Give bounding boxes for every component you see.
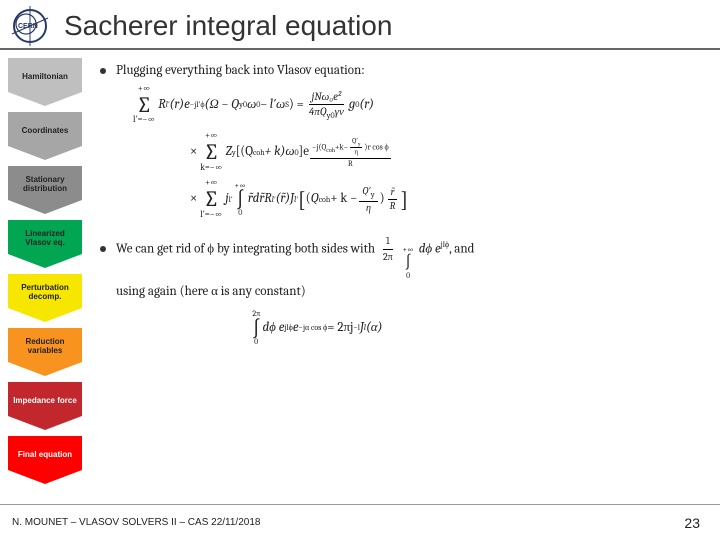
sidebar-step-0: Hamiltonian: [8, 58, 82, 106]
page-number: 23: [684, 515, 700, 531]
sidebar-step-1: Coordinates: [8, 112, 82, 160]
bullet-1-text: Plugging everything back into Vlasov equ…: [116, 63, 365, 78]
sidebar-step-label: Impedance force: [9, 395, 81, 418]
sidebar-step-7: Final equation: [8, 436, 82, 484]
sidebar-step-label: Linearized Vlasov eq.: [8, 228, 82, 260]
slide-header: CERN Sacherer integral equation: [0, 0, 720, 50]
footer-text: N. MOUNET – VLASOV SOLVERS II – CAS 22/1…: [12, 517, 260, 528]
bullet-dot: [100, 246, 106, 252]
sidebar: Hamiltonian Coordinates Stationary distr…: [0, 50, 90, 502]
bullet-dot: [100, 68, 106, 74]
sidebar-step-5: Reduction variables: [8, 328, 82, 376]
bullet-1: Plugging everything back into Vlasov equ…: [100, 62, 710, 78]
paragraph-2: We can get rid of ϕ by integrating both …: [100, 234, 710, 302]
footer: N. MOUNET – VLASOV SOLVERS II – CAS 22/1…: [0, 504, 720, 540]
equation-4: 2π ∫ 0 dϕ ejlϕ e−jα cos ϕ = 2πj−l Jl (α): [250, 309, 710, 347]
sidebar-step-label: Perturbation decomp.: [8, 282, 82, 314]
sidebar-step-label: Coordinates: [18, 125, 73, 148]
sidebar-step-label: Reduction variables: [8, 336, 82, 368]
sidebar-step-2: Stationary distribution: [8, 166, 82, 214]
slide-title: Sacherer integral equation: [64, 10, 392, 42]
sidebar-step-4: Perturbation decomp.: [8, 274, 82, 322]
sidebar-step-label: Final equation: [14, 449, 76, 472]
sidebar-step-6: Impedance force: [8, 382, 82, 430]
equation-1: +∞ ∑ l′=−∞ Rl′ (r)e−jl′ϕ (Ω − Qy0 ω0 − l…: [130, 84, 710, 222]
sidebar-step-label: Stationary distribution: [8, 174, 82, 206]
svg-text:CERN: CERN: [18, 23, 38, 30]
main-content: Plugging everything back into Vlasov equ…: [90, 50, 720, 502]
content-area: Hamiltonian Coordinates Stationary distr…: [0, 50, 720, 502]
sidebar-step-3: Linearized Vlasov eq.: [8, 220, 82, 268]
cern-logo: CERN: [8, 4, 52, 48]
sidebar-step-label: Hamiltonian: [18, 71, 72, 94]
